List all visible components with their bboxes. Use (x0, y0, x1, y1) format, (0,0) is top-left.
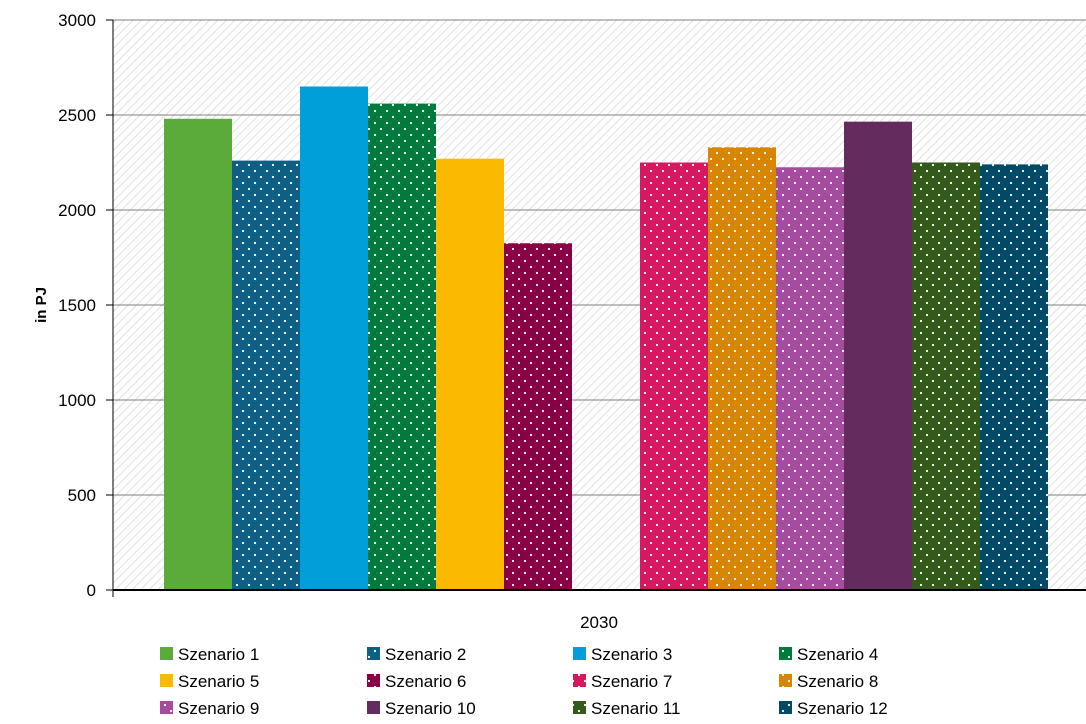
legend-label-szenario-6: Szenario 6 (385, 672, 466, 691)
legend-swatch-szenario-2 (367, 647, 380, 660)
y-tick-label-3000: 3000 (58, 11, 96, 30)
bar-szenario-8 (708, 147, 776, 591)
bar-szenario-11 (912, 162, 980, 590)
legend-swatch-szenario-4 (779, 647, 792, 660)
legend-label-szenario-9: Szenario 9 (178, 699, 259, 718)
y-tick-label-2000: 2000 (58, 201, 96, 220)
bars (164, 86, 1048, 591)
legend-label-szenario-2: Szenario 2 (385, 645, 466, 664)
legend-swatch-szenario-9 (160, 701, 173, 714)
y-tick-label-500: 500 (68, 486, 96, 505)
category-label: 2030 (580, 613, 618, 632)
legend-swatch-szenario-8 (779, 674, 792, 687)
bar-szenario-4 (368, 103, 436, 590)
bar-szenario-2 (232, 160, 300, 590)
legend-label-szenario-1: Szenario 1 (178, 645, 259, 664)
legend-label-szenario-8: Szenario 8 (797, 672, 878, 691)
bar-szenario-7 (640, 162, 708, 590)
legend-swatch-szenario-6 (367, 674, 380, 687)
y-tick-label-1500: 1500 (58, 296, 96, 315)
legend-label-szenario-4: Szenario 4 (797, 645, 878, 664)
y-tick-label-1000: 1000 (58, 391, 96, 410)
bar-szenario-12 (980, 164, 1048, 590)
legend-swatch-szenario-1 (160, 647, 173, 660)
y-tick-label-2500: 2500 (58, 106, 96, 125)
legend-label-szenario-11: Szenario 11 (591, 699, 680, 718)
legend-label-szenario-3: Szenario 3 (591, 645, 672, 664)
legend-label-szenario-5: Szenario 5 (178, 672, 259, 691)
legend: Szenario 1 Szenario 2 Szenario 3 Szenario 4… (160, 645, 888, 718)
bar-szenario-1 (164, 118, 232, 591)
legend-swatch-szenario-10 (367, 701, 380, 714)
bar-szenario-10 (844, 121, 912, 591)
y-axis: 0 500 1000 1500 2000 2500 3000 (58, 11, 113, 600)
bar-szenario-5 (436, 158, 504, 590)
y-tick-label-0: 0 (87, 581, 96, 600)
legend-label-szenario-7: Szenario 7 (591, 672, 672, 691)
bar-szenario-6 (504, 243, 572, 590)
bar-szenario-9 (776, 167, 844, 590)
legend-swatch-szenario-5 (160, 674, 173, 687)
legend-swatch-szenario-11 (573, 701, 586, 714)
legend-label-szenario-12: Szenario 12 (797, 699, 888, 718)
legend-label-szenario-10: Szenario 10 (385, 699, 476, 718)
legend-swatch-szenario-3 (573, 647, 586, 660)
legend-swatch-szenario-7 (573, 674, 586, 687)
legend-swatch-szenario-12 (779, 701, 792, 714)
y-axis-title: in PJ (33, 287, 50, 323)
bar-szenario-3 (300, 86, 368, 590)
